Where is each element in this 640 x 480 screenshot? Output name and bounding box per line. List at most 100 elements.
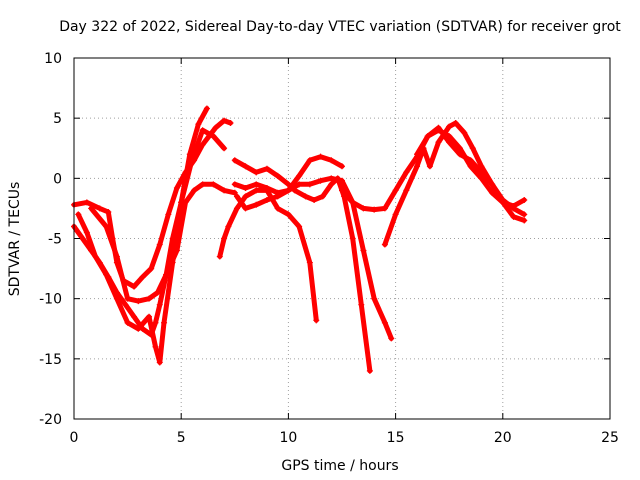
data-point <box>154 289 161 296</box>
data-point <box>124 319 131 326</box>
data-point <box>210 181 217 188</box>
data-point <box>221 145 228 152</box>
data-point <box>96 205 103 212</box>
data-point <box>135 325 142 332</box>
data-point <box>75 211 82 218</box>
data-point <box>296 172 303 179</box>
data-point <box>221 117 228 124</box>
data-point <box>446 123 453 130</box>
data-point <box>285 187 292 194</box>
data-point <box>489 189 496 196</box>
data-point <box>231 181 238 188</box>
x-tick-label: 25 <box>601 430 619 446</box>
data-point <box>242 205 249 212</box>
data-point <box>366 367 373 374</box>
data-point <box>311 196 318 203</box>
data-point <box>313 317 320 324</box>
data-point <box>195 121 202 128</box>
data-point <box>392 211 399 218</box>
data-point <box>203 105 210 112</box>
data-point <box>274 172 281 179</box>
data-point <box>306 157 313 164</box>
data-point <box>291 187 298 194</box>
data-point <box>88 205 95 212</box>
data-point <box>131 283 138 290</box>
data-point <box>489 181 496 188</box>
data-point <box>227 119 234 126</box>
data-point <box>199 141 206 148</box>
data-point <box>381 319 388 326</box>
data-point <box>388 335 395 342</box>
data-point <box>263 196 270 203</box>
data-point <box>302 193 309 200</box>
data-point <box>296 181 303 188</box>
series-sat-k <box>414 124 528 224</box>
data-point <box>461 129 468 136</box>
data-point <box>435 139 442 146</box>
y-tick-label: 5 <box>53 111 62 127</box>
data-point <box>360 205 367 212</box>
data-point <box>124 295 131 302</box>
data-point <box>317 153 324 160</box>
x-tick-label: 15 <box>387 430 405 446</box>
data-point <box>199 127 206 134</box>
series-line <box>217 187 319 323</box>
data-point <box>79 235 86 242</box>
data-point <box>403 169 410 176</box>
data-point <box>231 189 238 196</box>
data-point <box>253 201 260 208</box>
data-point <box>163 271 170 278</box>
data-point <box>521 217 528 224</box>
data-point <box>253 187 260 194</box>
series-sat-a <box>71 117 234 290</box>
series-line <box>71 127 227 338</box>
data-point <box>456 151 463 158</box>
data-point <box>212 124 219 131</box>
data-point <box>339 163 345 170</box>
data-point <box>83 229 90 236</box>
data-point <box>510 205 517 212</box>
data-point <box>334 175 341 182</box>
data-point <box>317 177 324 184</box>
chart-title: Day 322 of 2022, Sidereal Day-to-day VTE… <box>59 19 621 35</box>
series-line <box>75 106 210 365</box>
data-point <box>263 165 270 172</box>
data-point <box>135 298 142 305</box>
data-point <box>146 313 153 320</box>
data-point <box>467 157 474 164</box>
data-point <box>233 205 240 212</box>
data-point <box>306 259 313 266</box>
series-line <box>339 127 527 213</box>
data-point <box>216 253 223 260</box>
data-point <box>233 193 240 200</box>
data-point <box>435 124 442 131</box>
series-sat-e <box>216 187 320 324</box>
data-point <box>131 313 138 320</box>
data-point <box>392 187 399 194</box>
data-point <box>103 223 110 230</box>
x-tick-label: 0 <box>70 430 79 446</box>
data-point <box>148 265 155 272</box>
series-sat-d <box>88 181 238 305</box>
data-point <box>510 213 517 220</box>
data-point <box>221 235 228 242</box>
data-point <box>186 151 193 158</box>
data-point <box>469 145 476 152</box>
data-point <box>139 274 146 281</box>
data-point <box>403 187 410 194</box>
data-point <box>92 253 99 260</box>
data-point <box>199 181 206 188</box>
data-point <box>103 271 110 278</box>
data-point <box>414 151 421 158</box>
data-point <box>521 196 528 203</box>
data-point <box>358 301 365 308</box>
x-tick-label: 10 <box>279 430 297 446</box>
data-point <box>349 199 356 206</box>
data-point <box>328 175 335 182</box>
data-point <box>274 205 281 212</box>
series-sat-b <box>71 127 228 338</box>
y-tick-label: -10 <box>39 292 62 308</box>
data-point <box>414 163 421 170</box>
data-point <box>242 163 249 170</box>
